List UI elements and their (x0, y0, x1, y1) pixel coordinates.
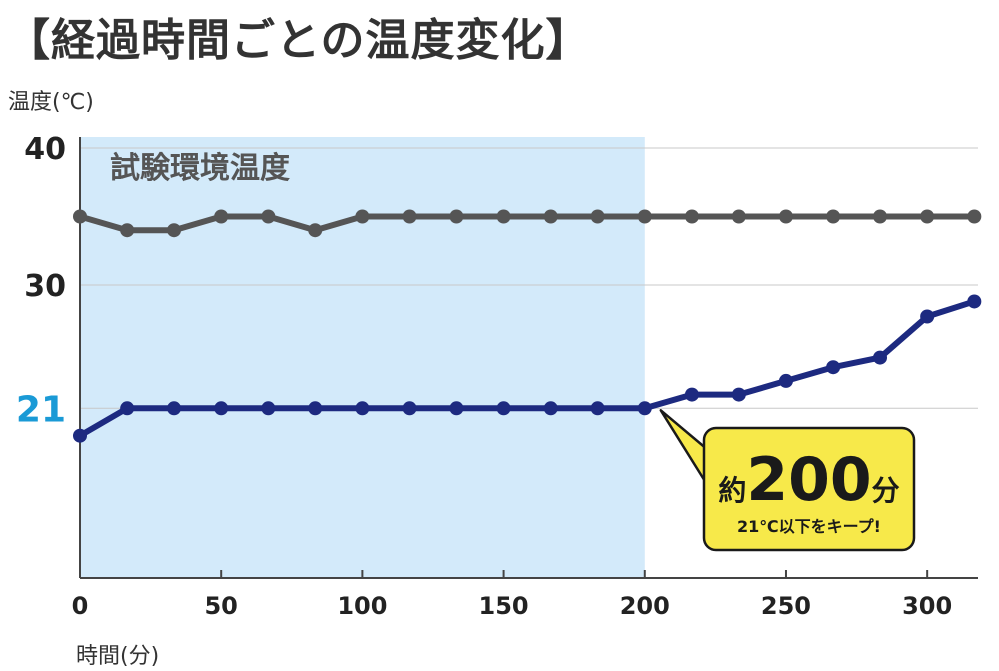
series-1-point (684, 209, 699, 224)
series-1-point (778, 209, 793, 224)
shaded-region-label: 試験環境温度 (110, 151, 290, 186)
series-2-point (402, 401, 417, 416)
series-1-point (543, 209, 558, 224)
series-2-point (590, 401, 605, 416)
series-2-point (214, 401, 229, 416)
series-1-point (120, 223, 135, 238)
series-line-2 (77, 298, 978, 439)
series-1-point (261, 209, 276, 224)
callout-prefix: 約 (718, 474, 746, 507)
x-tick-label: 0 (72, 592, 89, 620)
series-1-point (308, 223, 323, 238)
series-1-point (920, 209, 935, 224)
series-2-point (120, 401, 135, 416)
series-1-point (967, 209, 982, 224)
series-2-point (543, 401, 558, 416)
callout-seam (705, 452, 714, 484)
x-tick-label: 300 (902, 592, 952, 620)
series-1-point (731, 209, 746, 224)
series-1-point (167, 223, 182, 238)
y-tick-label: 40 (24, 132, 66, 167)
series-2-point (167, 401, 182, 416)
callout-pointer (659, 409, 710, 488)
x-tick-label: 200 (620, 592, 670, 620)
y-tick-label: 30 (24, 269, 66, 304)
y-tick-label-highlight: 21 (16, 389, 66, 430)
series-1-point (214, 209, 229, 224)
series-2-point (873, 350, 888, 365)
series-2-point (731, 387, 746, 402)
y-axis-label: 温度(℃) (8, 90, 94, 115)
callout-box (702, 426, 916, 552)
series-1-point (402, 209, 417, 224)
callout-duration: 約200分 (718, 445, 899, 515)
series-1-point (73, 209, 87, 224)
series-2-point (355, 401, 370, 416)
series-2-point (308, 401, 323, 416)
series-1-point (355, 209, 370, 224)
x-axis-label: 時間(分) (76, 644, 160, 669)
shaded-region (80, 137, 645, 578)
callout-unit: 分 (872, 474, 900, 507)
series-1-point (590, 209, 605, 224)
series-1-point (826, 209, 841, 224)
x-tick-label: 250 (761, 592, 811, 620)
series-line-1 (77, 213, 978, 234)
callout-note: 21℃以下をキープ! (737, 517, 881, 536)
series-1-point (449, 209, 464, 224)
series-2-point (778, 373, 793, 388)
series-2-point (920, 309, 935, 324)
series-2-point (684, 387, 699, 402)
x-tick-label: 150 (479, 592, 529, 620)
series-2-point (967, 294, 982, 309)
series-2-point (261, 401, 276, 416)
series-2-point (826, 360, 841, 375)
series-2-point (496, 401, 511, 416)
series-1-point (637, 209, 652, 224)
series-2-point (637, 401, 652, 416)
series-2-point (449, 401, 464, 416)
x-tick-label: 50 (204, 592, 237, 620)
callout-value: 200 (746, 445, 871, 515)
series-2-point (73, 428, 87, 443)
series-1-point (873, 209, 888, 224)
chart-title: 【経過時間ごとの温度変化】 (6, 15, 591, 66)
x-tick-label: 100 (337, 592, 387, 620)
series-1-point (496, 209, 511, 224)
